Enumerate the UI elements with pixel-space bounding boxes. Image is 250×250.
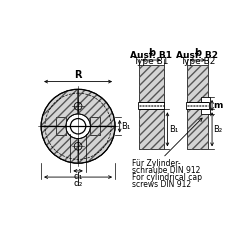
Text: B₁: B₁: [169, 125, 178, 134]
Text: For cylindrical cap: For cylindrical cap: [132, 173, 202, 182]
Text: R: R: [74, 70, 82, 80]
Wedge shape: [78, 89, 115, 126]
Bar: [138, 102, 164, 109]
Bar: [201, 97, 210, 114]
Text: Type B1: Type B1: [134, 57, 169, 66]
Bar: [139, 65, 164, 149]
Text: Für Zylinder-: Für Zylinder-: [132, 159, 180, 168]
Text: b: b: [194, 48, 201, 58]
Bar: [56, 117, 66, 136]
Bar: [139, 65, 164, 149]
Bar: [186, 102, 209, 109]
Text: screws DIN 912: screws DIN 912: [132, 180, 191, 189]
Text: b: b: [148, 48, 155, 58]
Wedge shape: [78, 126, 115, 163]
Bar: [187, 65, 208, 149]
Text: Ausf. B1: Ausf. B1: [130, 51, 172, 60]
Wedge shape: [41, 126, 78, 163]
Text: m: m: [214, 101, 223, 110]
Text: schraube DIN 912: schraube DIN 912: [132, 166, 200, 175]
Text: Type B2: Type B2: [180, 57, 215, 66]
Bar: [90, 117, 101, 136]
Wedge shape: [41, 89, 78, 126]
Text: d₁: d₁: [74, 172, 83, 182]
Text: d₂: d₂: [74, 178, 83, 188]
Bar: [187, 65, 208, 149]
Text: B₁: B₁: [121, 122, 130, 131]
Bar: [90, 117, 101, 136]
Text: Ausf. B2: Ausf. B2: [176, 51, 218, 60]
Bar: [56, 117, 66, 136]
Text: B₂: B₂: [214, 125, 223, 134]
